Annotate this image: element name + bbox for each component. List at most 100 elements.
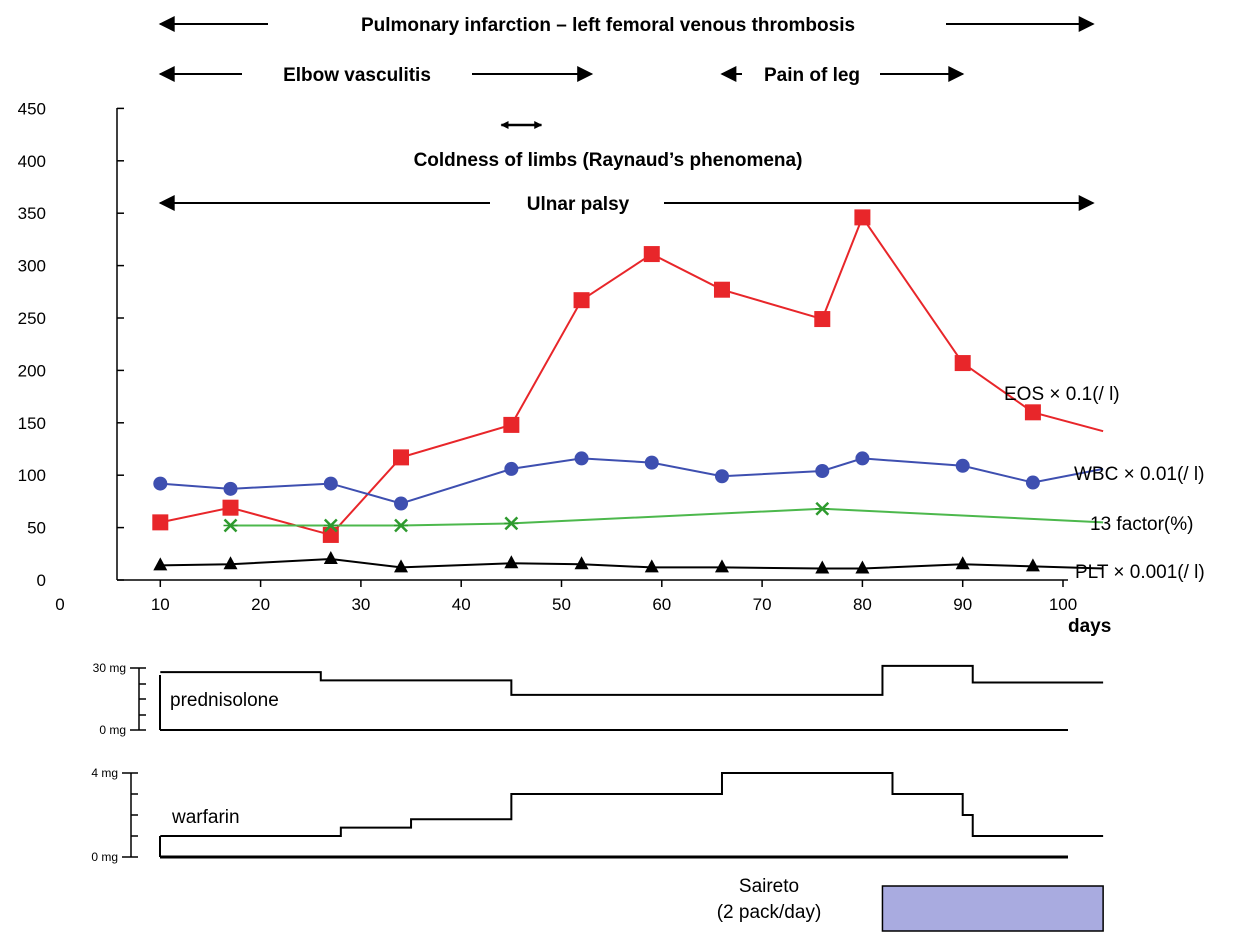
- annotation-0: Pulmonary infarction – left femoral veno…: [158, 15, 1095, 36]
- data-point: [714, 469, 729, 484]
- series-layer: [152, 209, 1104, 574]
- annotation-2: Pain of leg: [720, 65, 965, 86]
- series-label: PLT × 0.001(/ l): [1075, 562, 1205, 583]
- series-labels: EOS × 0.1(/ l) WBC × 0.01(/ l) 13 factor(%…: [1004, 384, 1205, 583]
- series-2: [223, 501, 1104, 533]
- x-tick-label: 50: [552, 595, 571, 614]
- prednisolone-panel: 30 mg 0 mg prednisolone: [93, 661, 1104, 737]
- annotation-label: Elbow vasculitis: [283, 65, 431, 86]
- data-point: [503, 416, 520, 433]
- warfarin-panel: 4 mg 0 mg warfarin: [91, 766, 1104, 864]
- data-point: [394, 559, 409, 573]
- y-tick-label: 100: [18, 466, 46, 485]
- x-tick-label: 40: [452, 595, 471, 614]
- data-point: [504, 516, 519, 531]
- data-point: [394, 496, 409, 511]
- warfarin-dose-line: [160, 772, 1104, 837]
- series-0: [152, 209, 1104, 543]
- data-point: [223, 556, 238, 570]
- data-point: [574, 451, 589, 466]
- series-label: 13 factor(%): [1090, 514, 1193, 535]
- data-point: [814, 311, 831, 328]
- x-tick-label: 80: [853, 595, 872, 614]
- y-tick-label: 200: [18, 361, 46, 380]
- data-point: [393, 449, 410, 466]
- data-point: [223, 518, 238, 533]
- prednisolone-dose-line: [160, 664, 1104, 696]
- series-label: EOS × 0.1(/ l): [1004, 384, 1120, 405]
- annotations: Pulmonary infarction – left femoral veno…: [158, 15, 1095, 215]
- y-tick-label: 400: [18, 152, 46, 171]
- warfarin-label: warfarin: [171, 807, 240, 828]
- x-tick-label: 90: [953, 595, 972, 614]
- data-point: [574, 556, 589, 570]
- y-tick-label: 0: [37, 571, 46, 590]
- data-point: [955, 458, 970, 473]
- main-chart: 0 50 100 150 200 250 300 350 400 450 0 10 20 30 40 50 6…: [18, 15, 1205, 637]
- x-tick-label: 0: [55, 595, 64, 614]
- annotation-label: Pain of leg: [764, 65, 860, 86]
- data-point: [504, 461, 519, 476]
- x-tick-label: 10: [151, 595, 170, 614]
- annotation-label: Pulmonary infarction – left femoral veno…: [361, 15, 855, 36]
- data-point: [854, 209, 871, 226]
- treatment-panels: 30 mg 0 mg prednisolone 4 mg 0 mg warfar…: [91, 661, 1104, 932]
- data-point: [1024, 404, 1041, 421]
- annotation-label: Coldness of limbs (Raynaud’s phenomena): [414, 150, 803, 171]
- data-point: [504, 555, 519, 569]
- warfarin-max-label: 4 mg: [91, 766, 118, 780]
- data-point: [222, 499, 239, 516]
- x-tick-label: 20: [251, 595, 270, 614]
- data-point: [643, 246, 660, 263]
- y-tick-label: 250: [18, 309, 46, 328]
- y-ticks: 0 50 100 150 200 250 300 350 400 450: [18, 99, 124, 590]
- y-tick-label: 50: [27, 519, 46, 538]
- x-tick-label: 30: [351, 595, 370, 614]
- data-point: [223, 481, 238, 496]
- data-point: [714, 559, 729, 573]
- saireto-label: Saireto: [739, 876, 799, 897]
- y-tick-label: 150: [18, 414, 46, 433]
- y-tick-label: 300: [18, 257, 46, 276]
- annotation-4: Ulnar palsy: [158, 194, 1095, 215]
- series-line: [230, 507, 1104, 527]
- series-3: [153, 551, 1104, 574]
- data-point: [815, 464, 830, 479]
- prednisolone-min-label: 0 mg: [99, 723, 126, 737]
- data-point: [323, 551, 338, 565]
- warfarin-min-label: 0 mg: [91, 850, 118, 864]
- series-1: [153, 451, 1104, 511]
- saireto-bar: [881, 885, 1104, 932]
- data-point: [955, 556, 970, 570]
- annotation-label: Ulnar palsy: [527, 194, 630, 215]
- data-point: [152, 514, 169, 531]
- prednisolone-max-label: 30 mg: [93, 661, 126, 675]
- data-point: [153, 557, 168, 571]
- data-point: [855, 560, 870, 574]
- data-point: [815, 501, 830, 516]
- data-point: [394, 518, 409, 533]
- x-tick-label: 70: [753, 595, 772, 614]
- data-point: [322, 526, 339, 543]
- data-point: [153, 476, 168, 491]
- data-point: [855, 451, 870, 466]
- y-tick-label: 450: [18, 99, 46, 118]
- data-point: [644, 455, 659, 470]
- data-point: [1025, 475, 1040, 490]
- annotation-1: Elbow vasculitis: [158, 65, 594, 86]
- data-point: [644, 559, 659, 573]
- y-tick-label: 350: [18, 204, 46, 223]
- data-point: [815, 560, 830, 574]
- x-tick-label: 100: [1049, 595, 1077, 614]
- data-point: [573, 292, 590, 309]
- data-point: [323, 518, 338, 533]
- x-axis-label: days: [1068, 616, 1111, 637]
- series-line: [160, 215, 1104, 537]
- series-label: WBC × 0.01(/ l): [1074, 464, 1204, 485]
- prednisolone-label: prednisolone: [170, 690, 279, 711]
- saireto-panel: Saireto (2 pack/day): [717, 876, 1104, 932]
- data-point: [1025, 558, 1040, 572]
- x-tick-label: 60: [652, 595, 671, 614]
- data-point: [713, 281, 730, 298]
- data-point: [954, 355, 971, 372]
